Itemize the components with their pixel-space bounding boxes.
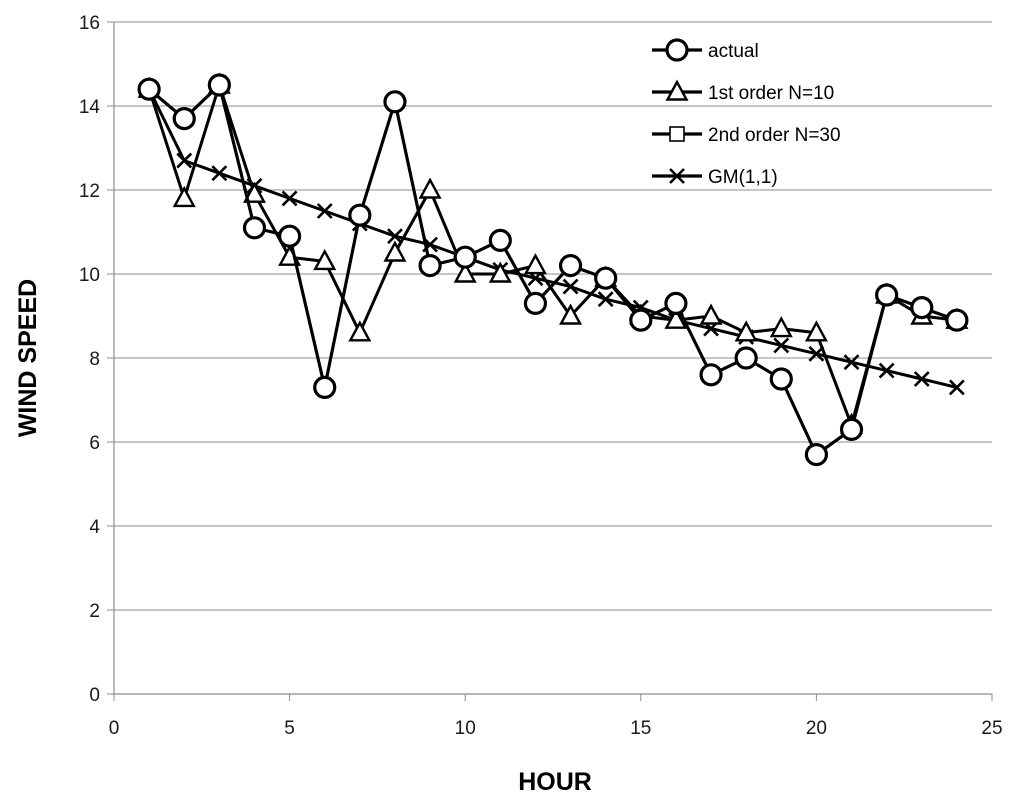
data-point-x [773,337,790,354]
gridlines [114,21,992,611]
data-point-circle [558,254,583,278]
data-point-circle [137,77,161,101]
legend-label: 1st order N=10 [708,83,834,104]
data-point-triangle [664,307,688,329]
y-tick-label: 0 [89,685,100,706]
data-point-circle [523,291,548,315]
data-point-triangle [383,240,407,262]
data-point-x [913,371,930,387]
legend-marker-square [669,126,685,142]
legend-item: 2nd order N=30 [652,125,841,146]
x-tick-label: 25 [981,718,1002,739]
y-tick-label: 10 [79,265,100,286]
data-point-circle [699,363,723,387]
y-tick-label: 12 [79,181,100,202]
data-point-circle [594,266,618,290]
y-tick-label: 16 [79,13,100,34]
series-triangle [137,72,969,434]
data-point-triangle [804,320,828,342]
data-point-triangle [172,185,196,208]
legend-marker-triangle [665,79,689,101]
data-point-circle [945,308,969,332]
data-point-circle [734,346,758,370]
data-point-circle [664,291,688,315]
data-point-circle [383,90,407,114]
data-point-x [878,362,895,379]
data-point-circle [172,106,196,131]
y-tick-labels: 0 2 4 6 8 10 12 14 16 [79,13,101,706]
data-point-x [843,354,860,371]
data-point-triangle [453,261,477,283]
data-point-triangle [523,253,547,275]
x-tick-label: 15 [630,718,651,739]
data-point-circle [629,308,653,332]
x-tick-label: 5 [284,718,295,739]
data-point-x [281,190,298,207]
y-tick-label: 4 [89,517,100,538]
data-point-triangle [242,181,266,203]
data-point-circle [242,216,267,240]
y-tick-label: 6 [89,433,100,454]
series-group [137,72,969,467]
x-axis-title: HOUR [518,768,592,796]
series-square [141,77,965,463]
data-point-circle [875,283,899,307]
data-point-x [597,291,614,308]
data-point-circle [207,73,231,97]
data-point-x [176,152,193,169]
axes [107,21,993,701]
data-point-triangle [488,261,512,283]
data-point-circle [839,417,864,441]
data-point-triangle [559,303,583,325]
data-point-circle [348,203,372,227]
data-point-circle [488,228,512,252]
data-point-circle [769,367,793,391]
data-point-circle [418,254,442,278]
y-tick-label: 8 [89,349,100,370]
y-tick-label: 2 [89,601,100,622]
legend-item: 1st order N=10 [652,79,834,104]
data-point-x [948,379,965,396]
data-point-circle [910,296,934,320]
data-point-triangle [769,316,793,338]
data-point-x [387,228,403,245]
legend-label: actual [708,41,759,62]
series-line [147,83,958,427]
data-point-triangle [734,320,758,342]
data-point-triangle [348,320,372,342]
data-point-triangle [313,248,337,271]
series-x [141,81,965,396]
x-tick-labels: 0 5 10 15 20 25 [109,718,1003,739]
legend-item: actual [652,38,759,62]
x-tick-label: 10 [455,718,476,739]
legend-marker-x [669,168,685,184]
data-point-x [562,278,579,295]
x-tick-label: 20 [806,718,827,739]
series-circle [137,73,969,467]
data-point-x [211,165,228,182]
legend-marker-circle [665,38,689,62]
data-point-x [316,203,333,219]
data-point-triangle [699,303,723,325]
y-tick-label: 14 [79,97,101,118]
data-point-circle [453,245,477,269]
y-axis-title: WIND SPEED [14,279,42,437]
data-point-circle [313,375,337,399]
data-point-circle [278,224,302,248]
data-point-circle [804,443,829,467]
data-point-triangle [418,177,442,199]
x-tick-label: 0 [109,718,120,739]
legend: actual 1st order N=10 2nd order N=30 GM(1,1… [652,38,841,188]
legend-label: 2nd order N=30 [708,125,841,146]
legend-item: GM(1,1) [652,167,778,188]
legend-label: GM(1,1) [708,167,778,188]
